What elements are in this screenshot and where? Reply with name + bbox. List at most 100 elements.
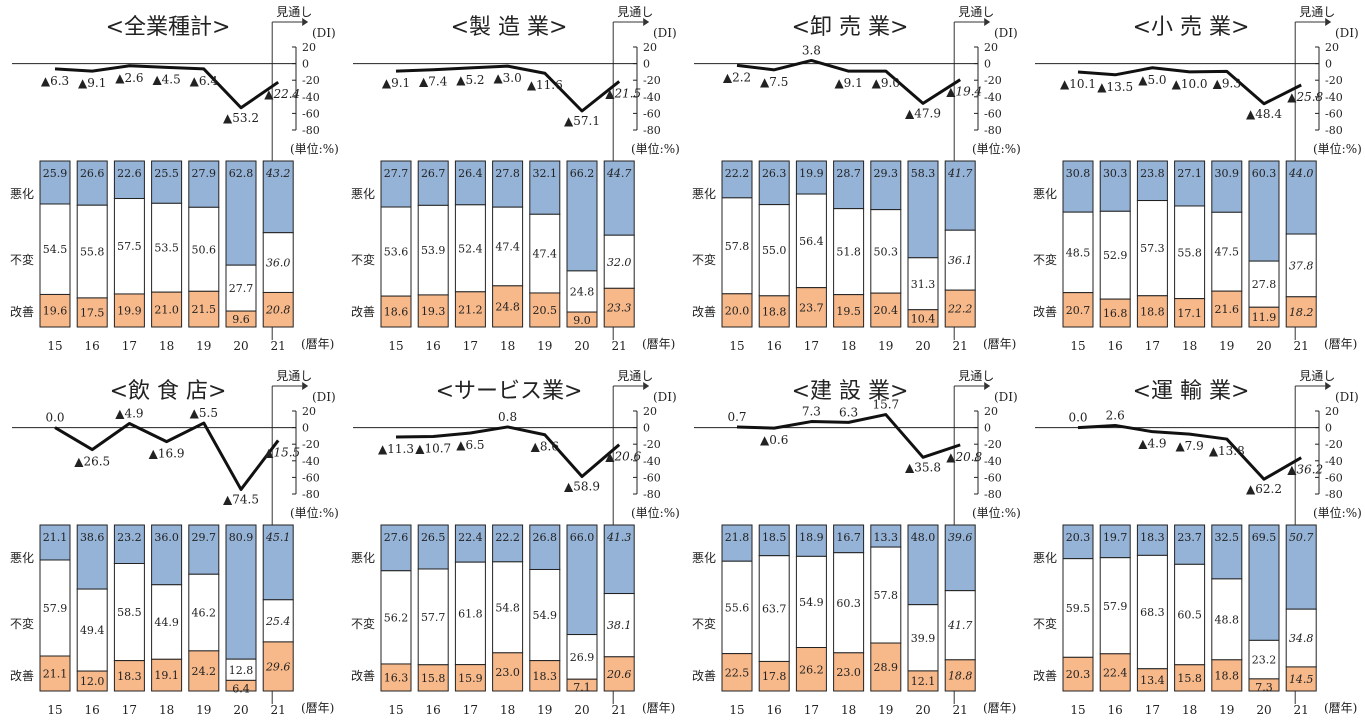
di-axis-tick-label: -80 bbox=[984, 488, 1002, 501]
bar-segment-worsened bbox=[39, 524, 71, 561]
bar-segment-improved bbox=[833, 294, 865, 328]
bar-value-label: 19.6 bbox=[43, 305, 68, 318]
x-tick-label: 21 bbox=[1294, 703, 1309, 717]
di-point-label: ▲35.8 bbox=[905, 460, 941, 474]
row-label-unchanged: 不変 bbox=[351, 616, 375, 631]
bar-segment-improved bbox=[1136, 295, 1168, 328]
bar-value-label: 55.0 bbox=[762, 244, 787, 257]
bar-segment-improved bbox=[1174, 664, 1206, 692]
di-unit-label: (DI) bbox=[312, 390, 336, 404]
x-tick-label: 16 bbox=[1108, 339, 1123, 353]
bar-segment-unchanged bbox=[225, 264, 257, 312]
di-axis-tick-label: 0 bbox=[643, 422, 650, 435]
x-axis-suffix: (暦年) bbox=[301, 337, 334, 351]
di-point-label: 7.3 bbox=[802, 405, 821, 419]
bar-value-label: 31.3 bbox=[911, 278, 936, 291]
di-point-label: ▲57.1 bbox=[564, 114, 600, 128]
x-tick-label: 17 bbox=[122, 703, 137, 717]
bar-segment-worsened bbox=[492, 524, 524, 563]
bar-segment-unchanged bbox=[188, 573, 220, 652]
di-axis-tick-label: -80 bbox=[1325, 488, 1343, 501]
di-point-label: ▲25.8 bbox=[1287, 90, 1323, 104]
bar-segment-improved bbox=[603, 656, 635, 692]
bar-value-label: 41.3 bbox=[606, 531, 632, 544]
di-point-label: ▲26.5 bbox=[74, 455, 110, 469]
bar-value-label: 38.1 bbox=[607, 619, 632, 632]
bar-segment-worsened bbox=[721, 524, 753, 562]
di-unit-label: (DI) bbox=[312, 26, 336, 40]
bar-value-label: 26.6 bbox=[80, 167, 105, 180]
bar-value-label: 58.3 bbox=[911, 167, 936, 180]
bar-value-label: 46.2 bbox=[192, 607, 217, 620]
di-point-label: ▲6.3 bbox=[41, 74, 69, 88]
di-point-label: ▲74.5 bbox=[223, 492, 259, 506]
chart-title: <運 輸 業> bbox=[1133, 379, 1250, 404]
bar-segment-worsened bbox=[151, 524, 183, 586]
di-point-label: ▲7.4 bbox=[419, 75, 448, 89]
x-tick-label: 19 bbox=[196, 703, 211, 717]
row-label-worsened: 悪化 bbox=[351, 551, 375, 565]
unit-label: (単位:%) bbox=[1313, 141, 1362, 156]
bar-value-label: 22.5 bbox=[725, 666, 750, 679]
di-axis-tick-label: -40 bbox=[984, 91, 1002, 104]
bar-segment-improved bbox=[151, 291, 183, 328]
bar-segment-worsened bbox=[833, 160, 865, 210]
di-axis-tick-label: -20 bbox=[984, 74, 1002, 87]
unit-label: (単位:%) bbox=[290, 505, 339, 520]
bar-value-label: 53.6 bbox=[384, 246, 409, 259]
di-point-label: 2.6 bbox=[1106, 408, 1125, 422]
bar-value-label: 32.1 bbox=[533, 167, 558, 180]
x-tick-label: 21 bbox=[953, 703, 968, 717]
bar-value-label: 22.4 bbox=[458, 531, 483, 544]
bar-segment-unchanged bbox=[113, 198, 145, 295]
chart-svg: <小 売 業>見通し(DI)200-20-40-60-80▲10.1 ▲13.5▲… bbox=[1033, 5, 1362, 353]
bar-value-label: 26.5 bbox=[421, 531, 446, 544]
bar-value-label: 26.8 bbox=[533, 531, 558, 544]
bar-value-label: 66.2 bbox=[570, 167, 595, 180]
unit-label: (単位:%) bbox=[631, 505, 680, 520]
forecast-label: 見通し bbox=[958, 369, 994, 383]
di-axis-tick-label: -60 bbox=[984, 107, 1002, 120]
bar-value-label: 17.5 bbox=[80, 306, 105, 319]
bar-value-label: 54.8 bbox=[495, 601, 519, 614]
forecast-label: 見通し bbox=[617, 5, 653, 19]
bar-value-label: 17.8 bbox=[762, 670, 787, 683]
x-tick-label: 17 bbox=[463, 703, 478, 717]
x-tick-label: 20 bbox=[1256, 703, 1271, 717]
di-point-label: ▲15.5 bbox=[264, 445, 300, 459]
bar-segment-worsened bbox=[907, 524, 939, 606]
chart-panel-6: <サービス業> 見通し (DI) 20 0 -20 -40 -60 -80 ▲11.3 ▲10.7 ▲… bbox=[341, 364, 681, 728]
bar-value-label: 9.6 bbox=[232, 313, 250, 326]
row-label-improved: 改善 bbox=[351, 304, 375, 319]
di-axis-tick-label: 20 bbox=[643, 405, 657, 418]
bar-segment-improved bbox=[262, 291, 294, 328]
bar-segment-worsened bbox=[1211, 524, 1243, 580]
bar-segment-unchanged bbox=[795, 555, 827, 649]
x-tick-label: 16 bbox=[426, 703, 441, 717]
bar-value-label: 68.3 bbox=[1140, 606, 1165, 619]
bar-value-label: 23.0 bbox=[836, 666, 861, 679]
bar-value-label: 21.2 bbox=[458, 303, 483, 316]
di-point-label: 0.8 bbox=[498, 410, 517, 424]
x-axis-suffix: (暦年) bbox=[983, 337, 1016, 351]
di-axis-tick-label: -40 bbox=[984, 455, 1002, 468]
bar-segment-improved bbox=[603, 287, 635, 328]
forecast-label: 見通し bbox=[617, 369, 653, 383]
di-point-label: 3.8 bbox=[802, 43, 821, 57]
bar-value-label: 18.6 bbox=[384, 306, 409, 319]
di-point-label: ▲62.2 bbox=[1246, 482, 1282, 496]
di-point-label: ▲10.1 bbox=[1060, 77, 1096, 91]
chart-panel-8: <運 輸 業> 見通し (DI) 20 0 -20 -40 -60 -80 0.0 2.6 ▲4.9 ▲… bbox=[1023, 364, 1363, 728]
bar-segment-worsened bbox=[603, 160, 635, 236]
bar-value-label: 26.3 bbox=[762, 167, 787, 180]
bar-value-label: 55.8 bbox=[1177, 246, 1202, 259]
x-tick-label: 17 bbox=[1145, 703, 1160, 717]
bar-value-label: 17.1 bbox=[1177, 307, 1202, 320]
bar-value-label: 29.7 bbox=[192, 531, 217, 544]
bar-segment-improved bbox=[76, 670, 108, 692]
bar-value-label: 26.4 bbox=[458, 167, 483, 180]
di-axis-tick-label: -60 bbox=[643, 107, 661, 120]
bar-segment-improved bbox=[721, 653, 753, 692]
chart-panel-7: <建 設 業> 見通し (DI) 20 0 -20 -40 -60 -80 0.7 ▲0.6 7.3 6… bbox=[682, 364, 1022, 728]
x-tick-label: 20 bbox=[915, 339, 930, 353]
